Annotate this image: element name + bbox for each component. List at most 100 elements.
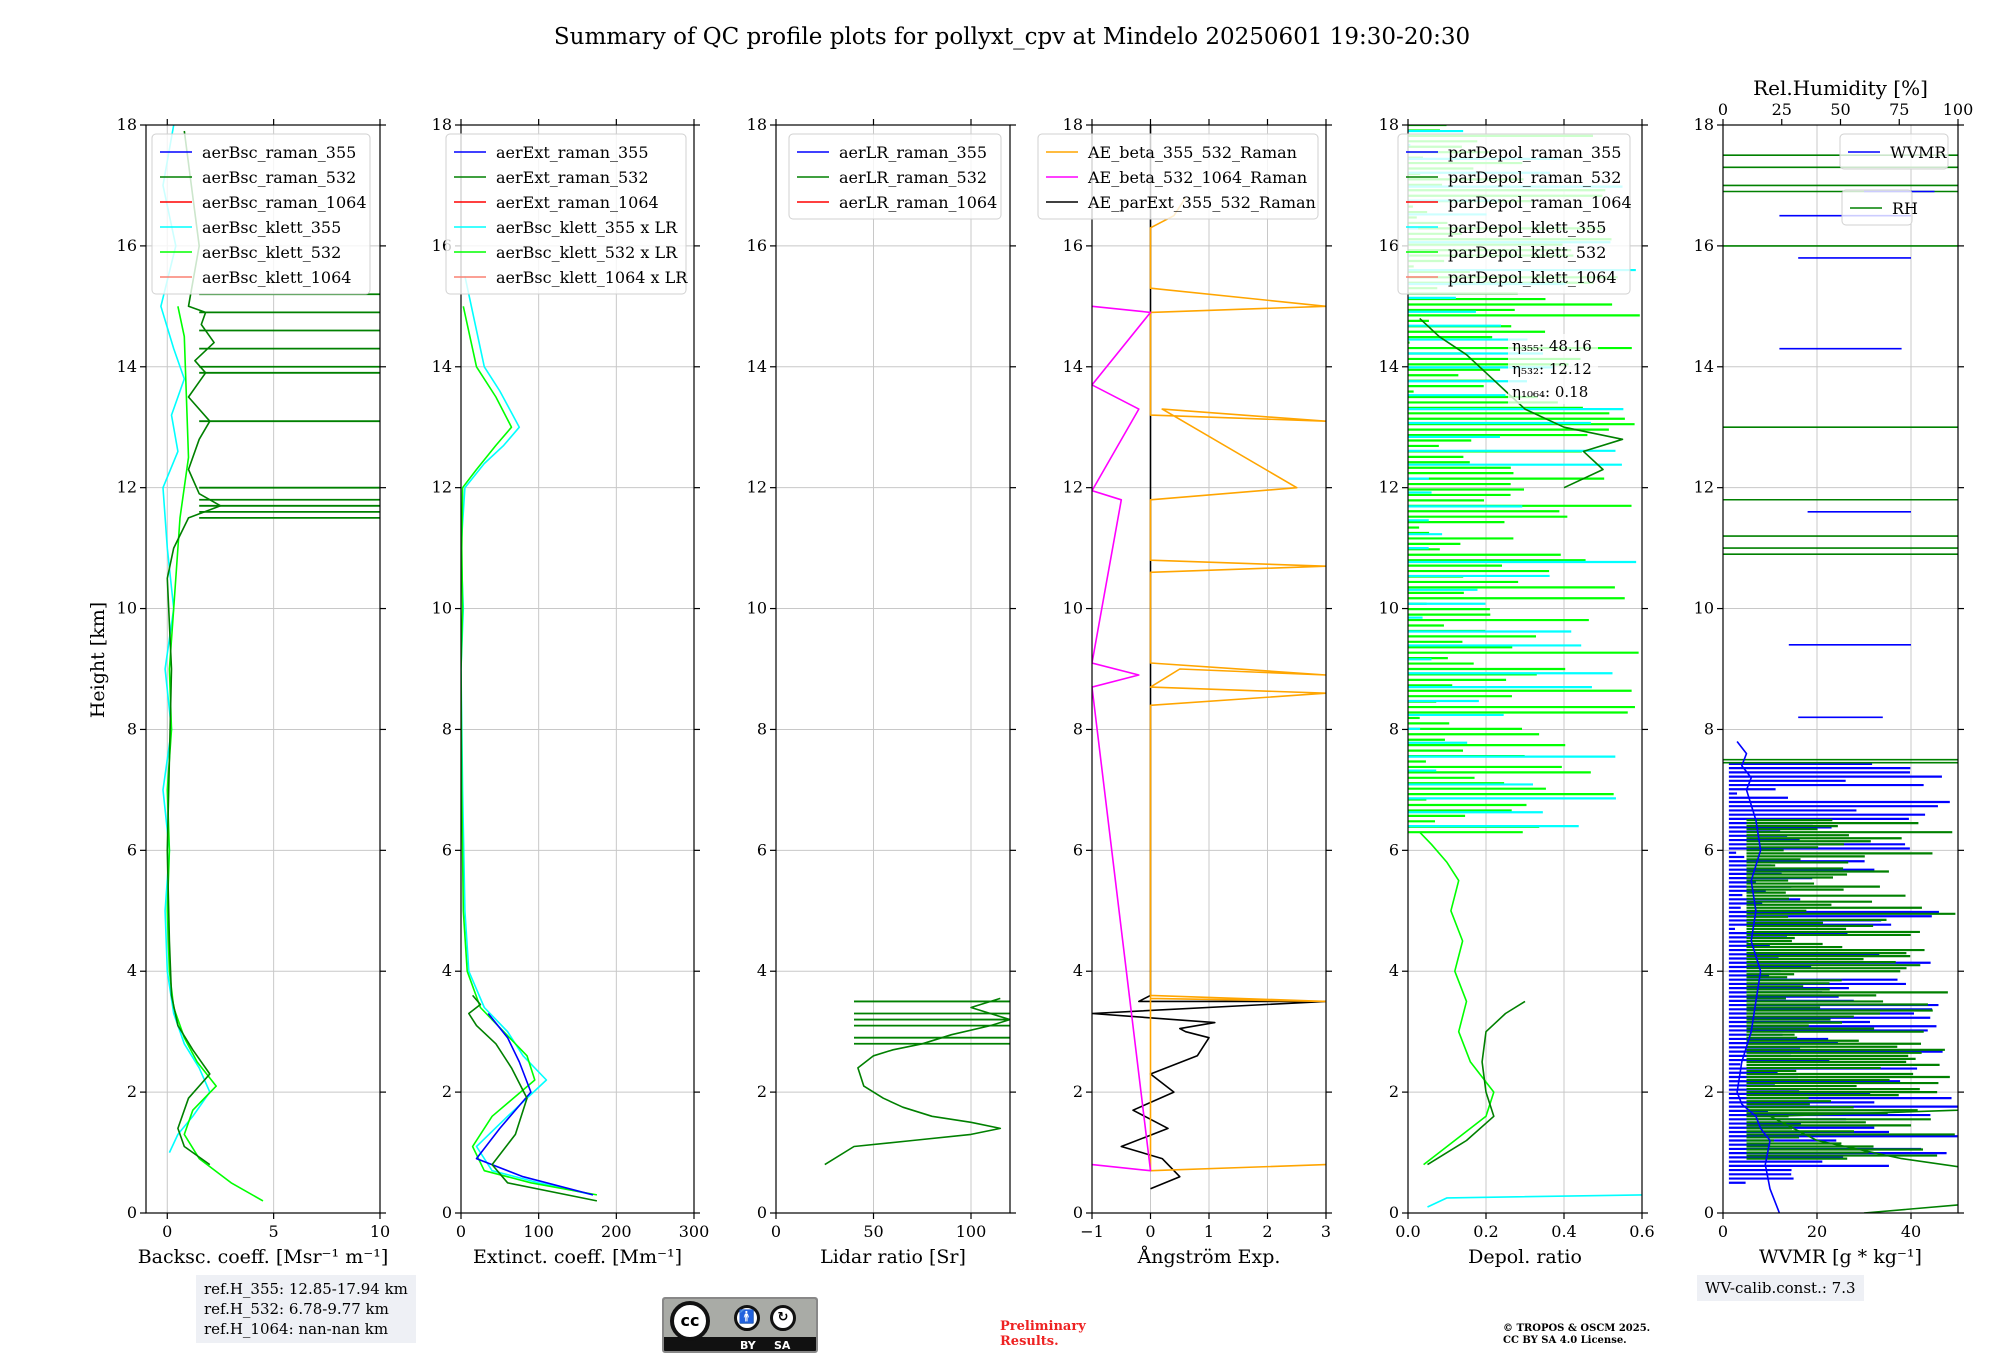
y-tick-label: 2 — [757, 1082, 767, 1101]
eta-value: η₃₅₅: 48.16 — [1512, 337, 1592, 355]
series-aerBsc_klett_355 x LR — [461, 275, 594, 1196]
legend-box — [1839, 133, 1949, 170]
plot-frame — [775, 124, 1011, 1214]
y-tick-label: 4 — [1389, 961, 1399, 980]
legend: WVMR — [1839, 133, 1949, 170]
x-tick-label: 100 — [523, 1222, 554, 1241]
legend-label: aerBsc_raman_355 — [202, 143, 356, 162]
y-tick-label: 18 — [1379, 115, 1399, 134]
x-tick-label: 1 — [1204, 1222, 1214, 1241]
eta-value: η₁₀₆₄: 0.18 — [1512, 383, 1588, 401]
y-tick-label: 6 — [1704, 840, 1714, 859]
x-tick-label: 0 — [456, 1222, 466, 1241]
y-tick-label: 12 — [1694, 478, 1714, 497]
preliminary-line-1: Preliminary — [1000, 1319, 1086, 1334]
legend-label: AE_beta_532_1064_Raman — [1087, 168, 1307, 187]
legend-box — [1397, 133, 1631, 295]
y-tick-label: 8 — [1389, 719, 1399, 738]
x-tick-label: 0 — [771, 1222, 781, 1241]
x-axis-label: Lidar ratio [Sr] — [820, 1246, 966, 1268]
copyright-line-1: © TROPOS & OSCM 2025. — [1503, 1323, 1651, 1334]
legend-label: aerBsc_raman_532 — [202, 168, 356, 187]
ref-height-1064: ref.H_1064: nan-nan km — [204, 1320, 389, 1338]
legend-box — [1037, 133, 1319, 220]
x-tick-label: 2 — [1262, 1222, 1272, 1241]
legend-label: aerLR_raman_532 — [839, 168, 987, 187]
y-tick-label: 16 — [1694, 236, 1714, 255]
copyright-line-2: CC BY SA 4.0 License. — [1503, 1335, 1627, 1346]
legend-label: aerBsc_klett_532 x LR — [496, 243, 678, 262]
figure-title: Summary of QC profile plots for pollyxt_… — [554, 24, 1470, 50]
y-axis-label: Height [km] — [87, 602, 109, 718]
plot-area — [824, 997, 1010, 1166]
panel-lr: 0 50 100 0 2 4 6 8 10 12 14 16 18 Lidar ratio [Sr] aer… — [747, 115, 1016, 1268]
legend: aerBsc_raman_355 aerBsc_raman_532 aerBsc_r… — [151, 133, 371, 295]
plot-area — [1092, 125, 1326, 1190]
y-tick-label: 8 — [1704, 719, 1714, 738]
y-tick-label: 14 — [1063, 357, 1083, 376]
x-tick-label: 5 — [269, 1222, 279, 1241]
legend-label: parDepol_raman_532 — [1448, 168, 1621, 187]
plot-area — [1723, 154, 1958, 1213]
legend-label: parDepol_raman_1064 — [1448, 193, 1632, 212]
series-AE_beta_355_532_Raman — [1149, 197, 1326, 1172]
y-tick-label: 18 — [1063, 115, 1083, 134]
x-tick-label: 0.0 — [1395, 1222, 1420, 1241]
x-axis-label: Depol. ratio — [1468, 1246, 1582, 1268]
series-aerBsc_raman_532 — [166, 130, 222, 1166]
series-aerLR_raman_532 — [824, 997, 1010, 1166]
y-tick-label: 4 — [757, 961, 767, 980]
y-tick-label: 12 — [1379, 478, 1399, 497]
x-tick-label: 200 — [601, 1222, 632, 1241]
y-tick-label: 2 — [127, 1082, 137, 1101]
x-tick-label: 0 — [1718, 1222, 1728, 1241]
legend-label: aerExt_raman_1064 — [496, 193, 659, 212]
y-tick-label: 10 — [432, 599, 452, 618]
y-tick-label: 12 — [117, 478, 137, 497]
y-tick-label: 18 — [432, 115, 452, 134]
legend-label: aerBsc_raman_1064 — [202, 193, 367, 212]
x-tick-label: 50 — [863, 1222, 883, 1241]
y-tick-label: 12 — [747, 478, 767, 497]
y-tick-label: 18 — [1694, 115, 1714, 134]
y-tick-label: 14 — [1694, 357, 1714, 376]
top-x-tick-label: 0 — [1718, 100, 1728, 119]
legend-box — [788, 133, 1002, 220]
y-tick-label: 14 — [117, 357, 137, 376]
y-tick-label: 16 — [1063, 236, 1083, 255]
x-tick-label: 3 — [1321, 1222, 1331, 1241]
y-tick-label: 8 — [757, 719, 767, 738]
legend-label: parDepol_klett_532 — [1448, 243, 1606, 262]
top-x-tick-label: 75 — [1889, 100, 1909, 119]
x-tick-label: 0 — [162, 1222, 172, 1241]
x-axis-label: Ångström Exp. — [1137, 1246, 1281, 1268]
legend: aerLR_raman_355 aerLR_raman_532 aerLR_rama… — [788, 133, 1002, 220]
y-tick-label: 2 — [1389, 1082, 1399, 1101]
legend: aerExt_raman_355 aerExt_raman_532 aerExt_r… — [445, 133, 688, 295]
y-tick-label: 16 — [747, 236, 767, 255]
y-tick-label: 4 — [1704, 961, 1714, 980]
y-tick-label: 18 — [117, 115, 137, 134]
x-tick-label: −1 — [1080, 1222, 1104, 1241]
preliminary-line-2: Results. — [1000, 1334, 1059, 1349]
legend: AE_beta_355_532_Raman AE_beta_532_1064_Ra… — [1037, 133, 1319, 220]
x-axis-label: Extinct. coeff. [Mm⁻¹] — [473, 1246, 682, 1268]
series-AE_beta_532_1064_Raman — [1092, 305, 1152, 1172]
y-tick-label: 10 — [1063, 599, 1083, 618]
x-axis-label: Backsc. coeff. [Msr⁻¹ m⁻¹] — [138, 1246, 389, 1268]
x-tick-label: 20 — [1807, 1222, 1827, 1241]
x-axis-label: WVMR [g * kg⁻¹] — [1759, 1246, 1922, 1268]
y-tick-label: 0 — [1704, 1203, 1714, 1222]
y-tick-label: 4 — [127, 961, 137, 980]
top-x-tick-label: 50 — [1830, 100, 1850, 119]
legend-label: RH — [1892, 199, 1918, 218]
series-aerExt_raman_532 — [467, 994, 598, 1202]
legend-label: WVMR — [1890, 143, 1947, 162]
series-aerBsc_klett_532 x LR — [461, 306, 598, 1196]
series-parDepol_raman_532_upper — [1419, 317, 1624, 489]
x-tick-label: 300 — [679, 1222, 710, 1241]
x-tick-label: 10 — [370, 1222, 390, 1241]
series-aerBsc_klett_355 — [160, 125, 211, 1153]
